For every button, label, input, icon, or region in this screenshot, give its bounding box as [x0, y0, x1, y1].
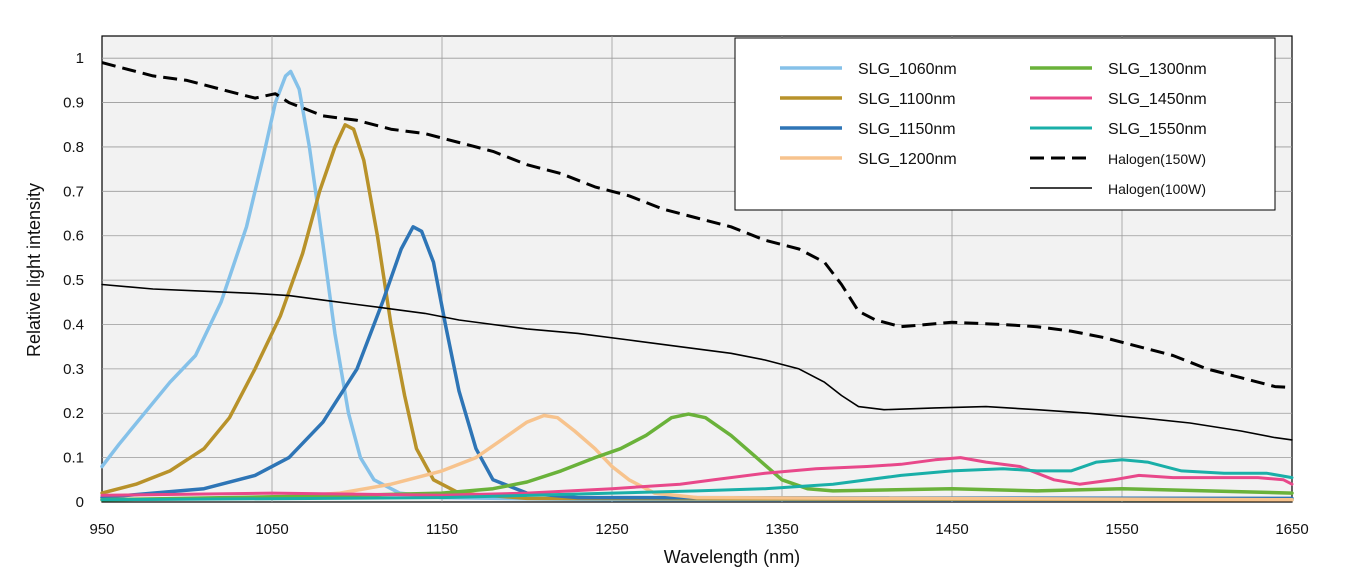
legend-label: SLG_1450nm: [1108, 91, 1207, 108]
legend-label: Halogen(100W): [1108, 181, 1206, 197]
series-line: [100, 458, 1294, 502]
legend-label: Halogen(150W): [1108, 151, 1206, 167]
x-tick-label: 1150: [426, 521, 458, 538]
series-line: [100, 412, 1294, 502]
legend: SLG_1060nm SLG_1100nm SLG_1150nm SLG_1200nm…: [734, 37, 1276, 211]
legend-items: SLG_1060nm SLG_1100nm SLG_1150nm SLG_1200nm…: [780, 61, 1207, 197]
x-tick-label: 1450: [935, 521, 968, 538]
y-tick-label: 0.7: [63, 183, 84, 200]
y-tick-label: 0: [76, 494, 84, 511]
legend-label: SLG_1060nm: [858, 61, 957, 78]
x-tick-label: 1650: [1275, 521, 1308, 538]
y-tick-label: 0.4: [63, 316, 84, 333]
x-axis-title: Wavelength (nm): [664, 547, 800, 567]
x-tick-label: 950: [89, 521, 114, 538]
x-tick-label: 1250: [595, 521, 628, 538]
y-tick-label: 0.1: [63, 450, 84, 467]
legend-label: SLG_1100nm: [858, 91, 956, 108]
legend-label: SLG_1300nm: [1108, 61, 1207, 78]
series-line: [100, 413, 1294, 502]
y-tick-label: 0.5: [63, 272, 84, 289]
series-group: [100, 61, 1294, 502]
series-line: [100, 123, 1294, 502]
x-tick-label: 1550: [1105, 521, 1138, 538]
series-line: [101, 283, 1293, 441]
legend-label: SLG_1550nm: [1108, 121, 1207, 138]
tick-labels: 0 0.1 0.2 0.3 0.4 0.5 0.6 0.7 0.8 0.9 1 950 1050 1150…: [63, 50, 1309, 538]
y-tick-label: 0.8: [63, 139, 84, 156]
y-tick-label: 0.6: [63, 228, 84, 245]
x-tick-label: 1050: [255, 521, 288, 538]
series-line: [100, 456, 1294, 497]
series-line: [101, 61, 1293, 389]
series-line: [100, 225, 1294, 501]
y-axis-title: Relative light intensity: [24, 183, 44, 357]
y-tick-label: 0.9: [63, 95, 84, 112]
y-tick-label: 1: [76, 50, 84, 67]
y-tick-label: 0.3: [63, 361, 84, 378]
legend-label: SLG_1200nm: [858, 151, 957, 168]
x-tick-label: 1350: [765, 521, 798, 538]
y-tick-label: 0.2: [63, 405, 84, 422]
legend-label: SLG_1150nm: [858, 121, 956, 138]
